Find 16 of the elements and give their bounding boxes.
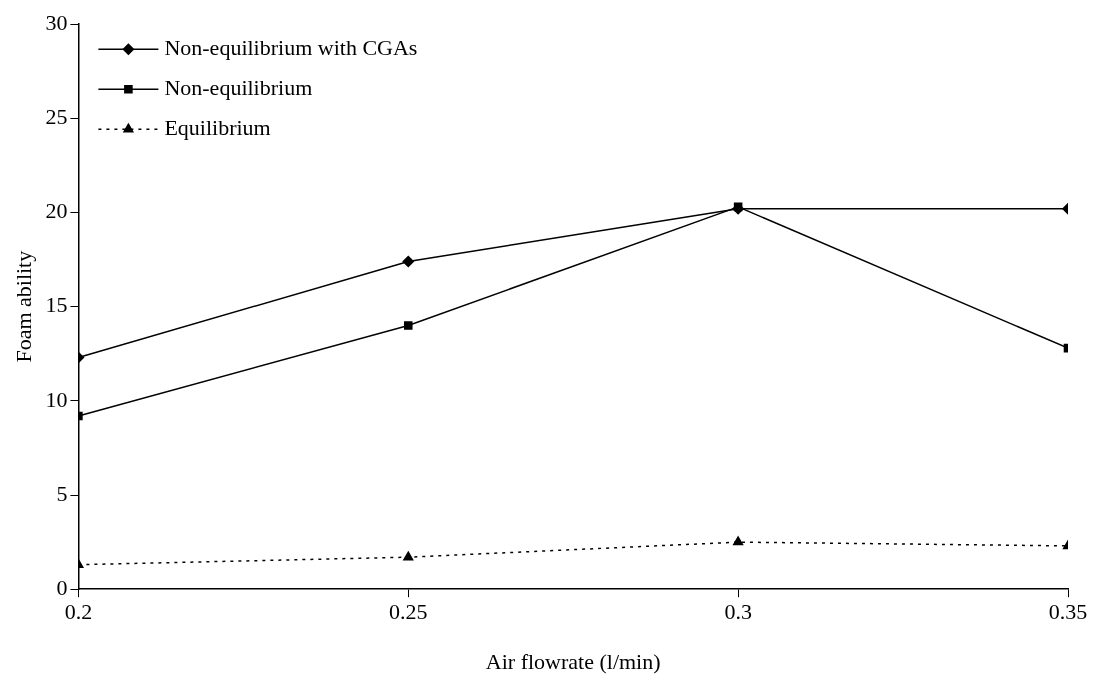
x-tick-label: 0.2 bbox=[64, 599, 93, 625]
y-tick-label: 10 bbox=[45, 386, 68, 412]
x-tick-label: 0.25 bbox=[389, 599, 428, 625]
y-axis-title: Foam ability bbox=[10, 250, 36, 363]
x-tick-label: 0.35 bbox=[1048, 599, 1088, 625]
x-tick-label: 0.3 bbox=[724, 599, 752, 625]
y-tick-label: 30 bbox=[45, 9, 68, 35]
x-axis-title: Air flowrate (l/min) bbox=[485, 648, 661, 674]
y-tick-label: 25 bbox=[45, 104, 68, 130]
legend-label: Non-equilibrium bbox=[164, 74, 313, 100]
y-tick-label: 20 bbox=[45, 198, 68, 224]
legend-label: Equilibrium bbox=[164, 114, 271, 140]
y-tick-label: 0 bbox=[56, 574, 68, 600]
y-tick-label: 15 bbox=[45, 292, 68, 318]
y-tick-label: 5 bbox=[56, 480, 68, 506]
legend-label: Non-equilibrium with CGAs bbox=[164, 34, 418, 60]
